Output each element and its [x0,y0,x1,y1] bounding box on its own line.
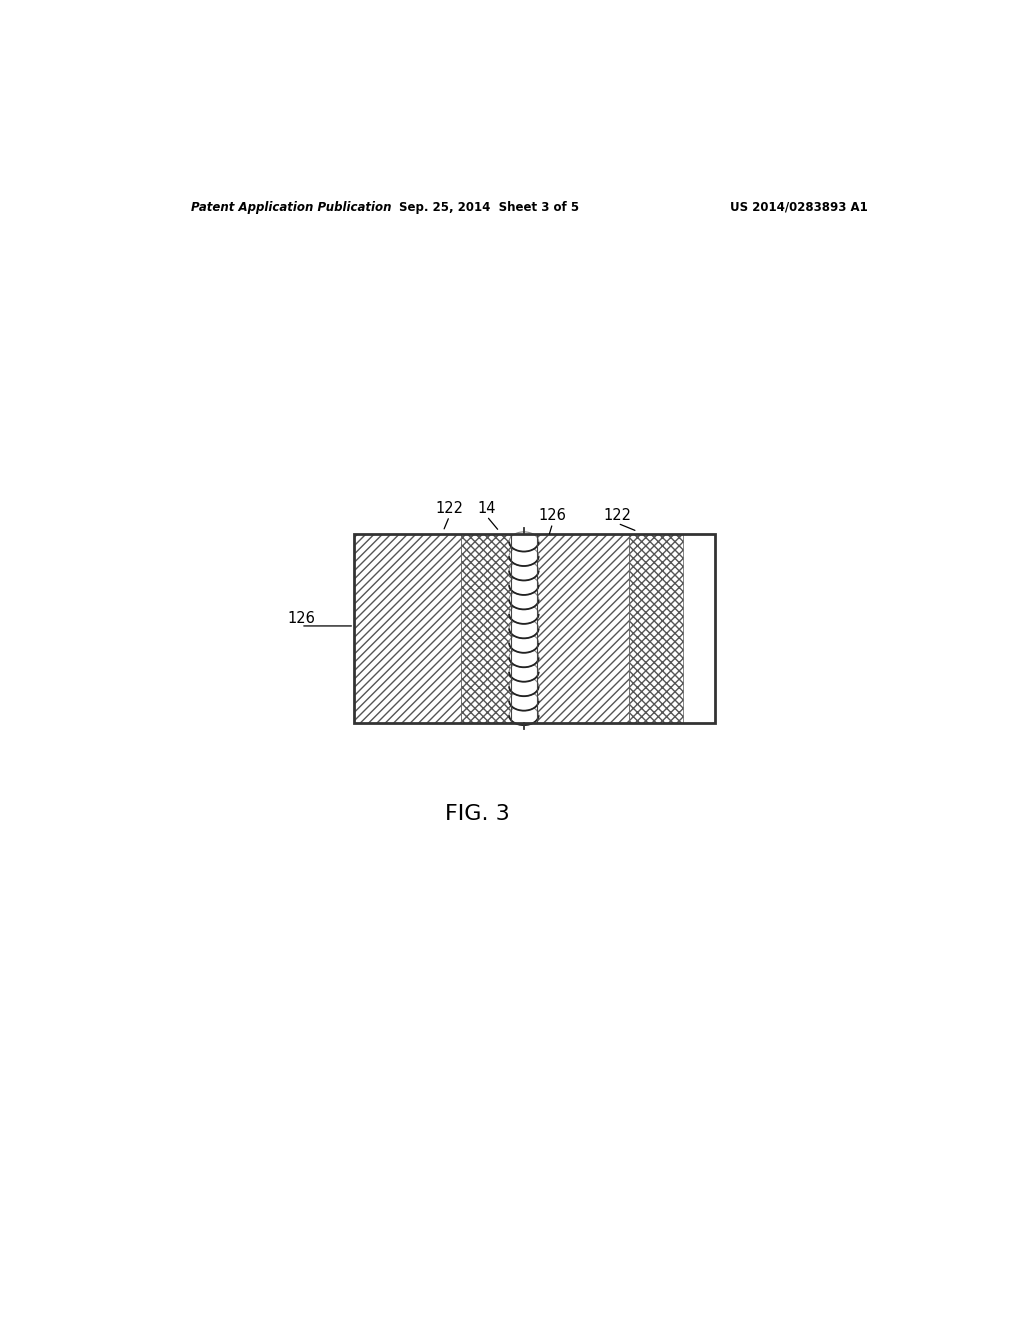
Ellipse shape [509,690,539,710]
Bar [629,535,683,722]
Bar [511,535,537,722]
Text: 14: 14 [477,502,496,516]
Bar [354,535,461,722]
Ellipse shape [509,648,539,667]
Ellipse shape [509,677,539,696]
Text: Sep. 25, 2014  Sheet 3 of 5: Sep. 25, 2014 Sheet 3 of 5 [399,201,580,214]
Ellipse shape [509,634,539,653]
Bar [461,535,511,722]
Bar [354,535,715,722]
Text: 126: 126 [539,508,566,523]
Ellipse shape [509,532,539,552]
Bar [537,535,629,722]
Ellipse shape [509,546,539,566]
Text: Patent Application Publication: Patent Application Publication [191,201,392,214]
Ellipse shape [509,619,539,639]
Ellipse shape [509,576,539,595]
Text: 126: 126 [287,611,315,626]
Ellipse shape [509,561,539,581]
Text: US 2014/0283893 A1: US 2014/0283893 A1 [730,201,867,214]
Ellipse shape [509,590,539,610]
Ellipse shape [509,605,539,624]
Text: 122: 122 [435,502,464,516]
Ellipse shape [509,663,539,681]
Ellipse shape [509,705,539,725]
Text: FIG. 3: FIG. 3 [444,804,510,824]
Text: 122: 122 [604,508,632,523]
